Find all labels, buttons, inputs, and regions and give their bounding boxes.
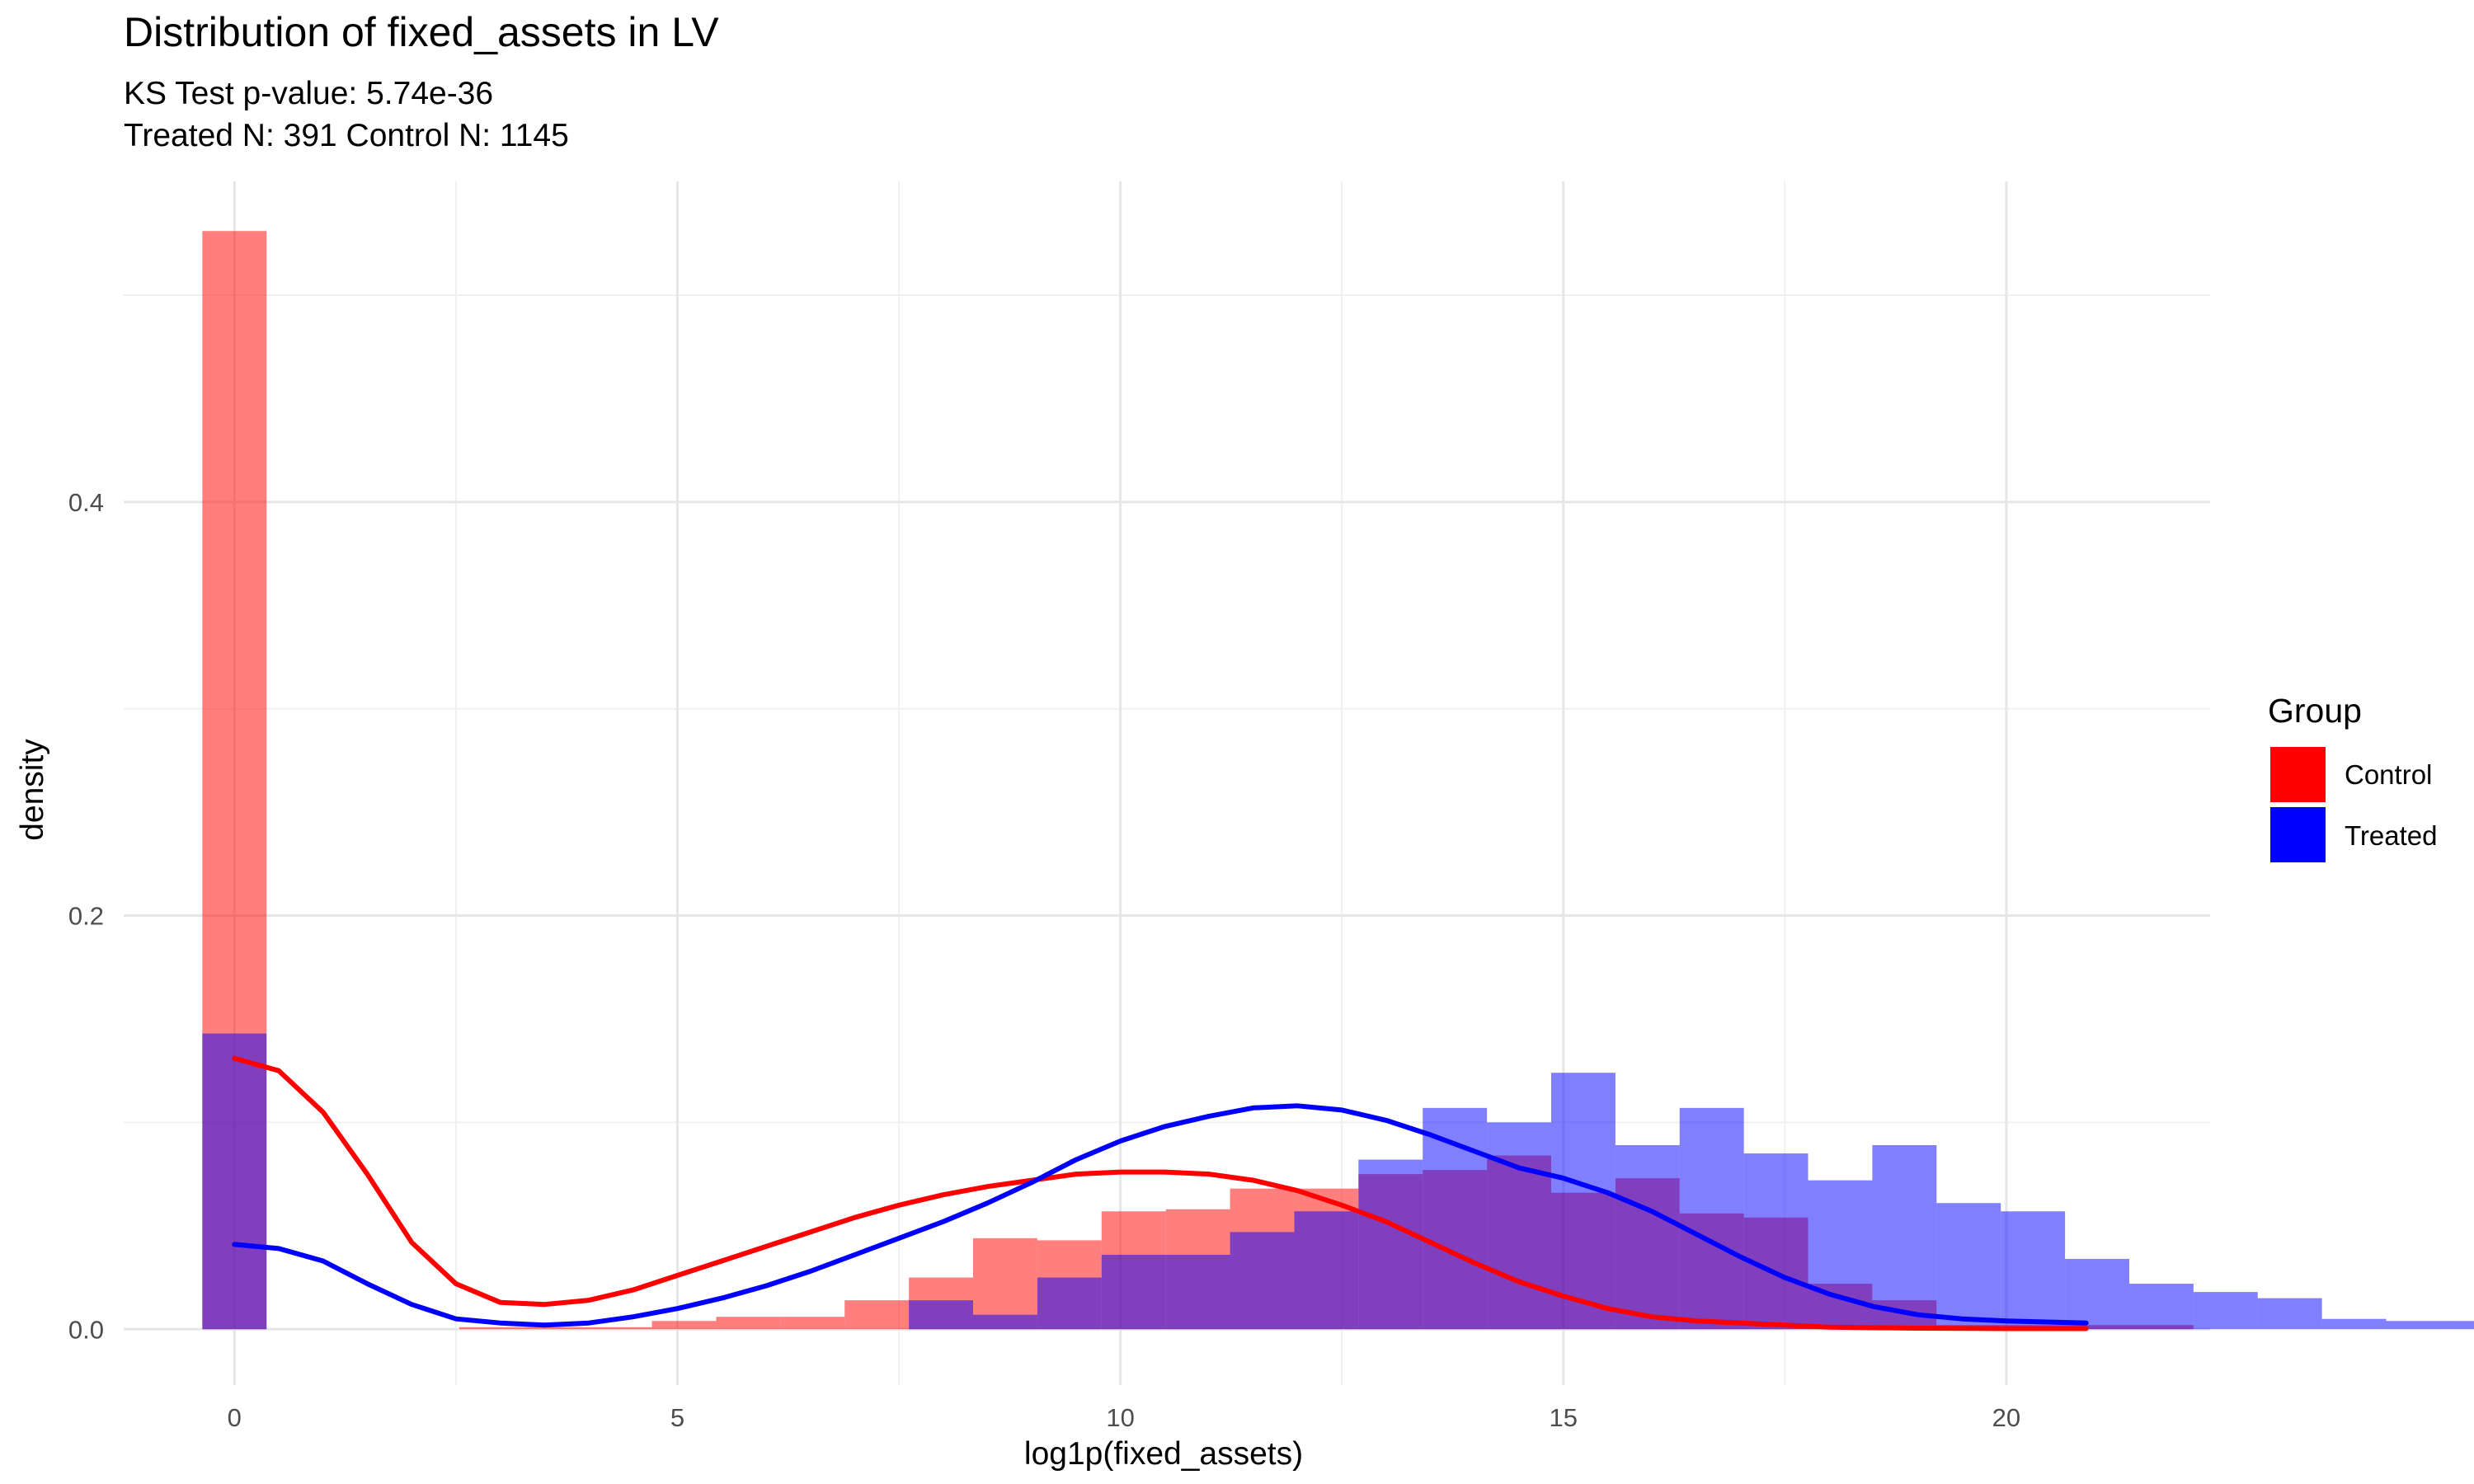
treated-bar [2065,1258,2129,1330]
x-tick-label: 5 [670,1403,684,1432]
control-bar [587,1327,652,1330]
y-tick-label: 0.0 [68,1315,104,1344]
x-axis-tick-labels: 0 5 10 15 20 [228,1403,2020,1432]
control-bar [651,1321,717,1330]
legend: Group Control Treated [2268,692,2438,862]
legend-key-control [2270,747,2326,802]
treated-bar [1037,1277,1102,1330]
density-curves [232,1055,2089,1331]
treated-bar [2386,1321,2451,1330]
treated-bar [1165,1254,1230,1330]
treated-bar [2257,1298,2322,1330]
y-axis-title: density [15,739,50,841]
legend-label-control: Control [2345,759,2432,790]
treated-bar [1679,1107,1744,1330]
treated-bar [2193,1292,2258,1330]
treated-bar [1936,1203,2001,1330]
treated-bar [1358,1159,1423,1330]
y-tick-label: 0.2 [68,902,104,931]
y-axis-tick-labels: 0.0 0.2 0.4 [68,488,104,1344]
legend-label-treated: Treated [2345,820,2438,851]
control-bar [972,1237,1037,1330]
treated-bar [1230,1232,1295,1330]
treated-bar [1294,1211,1359,1330]
chart-subtitle-ks: KS Test p-value: 5.74e-36 [124,76,494,111]
treated-bar [909,1300,973,1330]
treated-bar [2001,1211,2066,1330]
control-bar [459,1327,524,1330]
y-tick-label: 0.4 [68,488,104,517]
x-tick-label: 15 [1550,1403,1578,1432]
treated-density-line [232,1103,2089,1328]
treated-bar [202,1033,267,1330]
treated-bar [1615,1145,1680,1330]
treated-bar [1423,1107,1488,1330]
legend-key-treated [2270,807,2326,862]
treated-bar [972,1314,1037,1330]
treated-bar [1872,1145,1937,1330]
treated-bar [1101,1254,1166,1330]
treated-bar [1743,1153,1808,1330]
treated-bar [1487,1122,1551,1330]
treated-bar [2128,1284,2194,1330]
treated-histogram [202,1033,2474,1330]
x-tick-label: 20 [1992,1403,2020,1432]
x-tick-label: 0 [228,1403,242,1432]
treated-bar [1808,1180,1873,1330]
treated-bar [2450,1321,2474,1330]
treated-bar [2321,1318,2387,1330]
x-tick-label: 10 [1106,1403,1134,1432]
treated-bar [1550,1073,1616,1330]
chart-title: Distribution of fixed_assets in LV [124,9,719,55]
control-bar [780,1317,845,1330]
control-bar [716,1317,781,1330]
chart-subtitle-counts: Treated N: 391 Control N: 1145 [124,118,569,153]
control-bar [844,1300,910,1330]
control-density-line [232,1055,2089,1331]
control-bar [523,1327,588,1330]
legend-title: Group [2268,692,2362,730]
x-axis-title: log1p(fixed_assets) [1024,1436,1303,1472]
